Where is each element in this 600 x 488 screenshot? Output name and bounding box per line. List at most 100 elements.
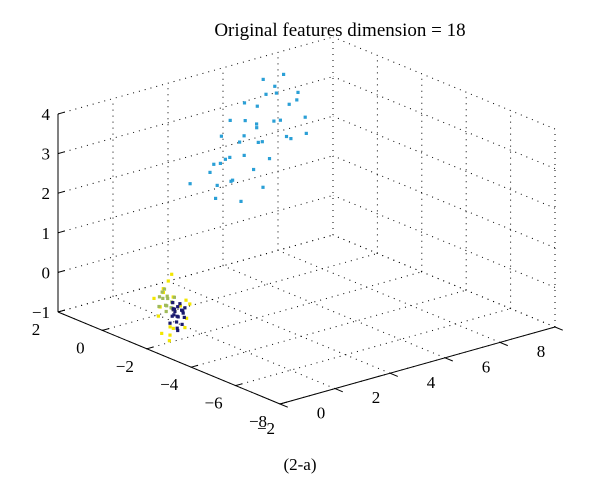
data-point-series-1 <box>284 134 289 139</box>
data-point-series-2 <box>188 302 192 306</box>
x-axis-line <box>279 326 556 405</box>
data-point-series-1 <box>219 134 223 138</box>
data-point-series-4 <box>182 315 186 319</box>
grid-line-floor-y <box>102 252 378 331</box>
x-tick-mark <box>334 388 343 393</box>
grid-line-floor-x <box>167 280 391 374</box>
data-point-series-4 <box>180 322 184 326</box>
data-point-series-3 <box>164 309 168 314</box>
data-point-series-1 <box>238 140 242 144</box>
data-point-series-4 <box>183 306 187 310</box>
data-point-series-1 <box>282 72 286 76</box>
grid-line-floor-x <box>277 249 501 343</box>
data-point-series-1 <box>208 170 212 174</box>
y-tick-label: −2 <box>116 357 134 376</box>
data-point-series-3 <box>172 295 176 299</box>
y-tick-mark <box>102 327 110 331</box>
x-tick-label: 0 <box>317 404 326 423</box>
data-point-series-3 <box>157 304 161 309</box>
data-point-series-2 <box>156 314 160 318</box>
data-point-series-2 <box>171 326 175 330</box>
data-point-series-1 <box>278 118 282 122</box>
grid-line-wall-yz <box>332 155 556 249</box>
tick-labels: −2 0 2 4 6 8 2 0 −2 −4 −6 −8 −1 0 1 2 3 4 <box>32 105 546 438</box>
data-point-series-1 <box>264 92 268 96</box>
z-tick-label: 1 <box>42 224 51 243</box>
grid-line-floor-x <box>222 265 446 359</box>
data-point-series-3 <box>164 303 168 307</box>
data-point-series-2 <box>184 298 188 302</box>
data-point-series-1 <box>272 119 276 123</box>
data-point-series-4 <box>176 315 180 319</box>
data-point-series-2 <box>183 326 187 330</box>
y-tick-mark <box>235 383 243 387</box>
data-point-series-2 <box>178 304 182 308</box>
x-tick-mark <box>499 341 508 347</box>
data-point-series-3 <box>165 294 169 298</box>
data-point-series-1 <box>239 199 243 203</box>
data-point-series-1 <box>261 185 265 189</box>
grid-line-wall-xz <box>57 234 334 313</box>
y-tick-label: −8 <box>249 412 267 431</box>
data-point-series-1 <box>256 140 260 144</box>
data-point-series-1 <box>231 178 235 182</box>
data-point-series-3 <box>160 290 164 294</box>
data-point-series-1 <box>215 183 219 187</box>
data-point-series-4 <box>171 301 175 305</box>
grid-line-floor-y <box>235 308 511 387</box>
grid-layer <box>57 36 556 405</box>
z-tick-mark <box>57 230 66 234</box>
z-tick-label: 0 <box>42 263 51 282</box>
y-tick-label: 0 <box>76 338 85 357</box>
data-point-series-1 <box>255 104 259 108</box>
data-point-series-4 <box>172 313 176 317</box>
data-point-series-1 <box>304 131 308 135</box>
y-tick-mark <box>191 364 199 368</box>
z-tick-label: 2 <box>42 184 51 203</box>
data-point-series-1 <box>242 134 246 138</box>
data-point-series-2 <box>168 333 172 337</box>
grid-line-wall-yz <box>332 234 556 328</box>
data-point-series-1 <box>242 101 247 105</box>
chart-title: Original features dimension = 18 <box>214 20 465 41</box>
data-point-series-1 <box>188 182 192 186</box>
x-tick-label: −2 <box>257 419 275 438</box>
data-point-series-1 <box>214 196 218 200</box>
data-point-series-2 <box>152 296 156 300</box>
data-point-series-1 <box>228 155 232 159</box>
data-point-series-3 <box>157 295 162 299</box>
data-point-series-1 <box>273 84 277 88</box>
y-tick-mark <box>279 401 288 405</box>
data-point-series-1 <box>287 102 291 106</box>
data-point-series-4 <box>175 320 179 324</box>
figure-caption: (2-a) <box>283 455 316 474</box>
z-tick-label: −1 <box>32 303 50 322</box>
data-point-series-1 <box>296 90 300 94</box>
data-point-series-1 <box>242 153 246 157</box>
axis-layer <box>57 111 563 408</box>
grid-line-wall-xz <box>57 155 334 234</box>
y-tick-mark <box>146 346 154 350</box>
data-point-series-1 <box>255 126 259 130</box>
grid-line-floor-y <box>146 271 422 350</box>
x-tick-label: 4 <box>427 373 436 392</box>
data-point-series-2 <box>168 325 172 329</box>
z-tick-mark <box>57 269 66 273</box>
data-point-series-1 <box>252 167 256 172</box>
x-tick-mark <box>554 326 563 331</box>
data-point-series-2 <box>185 316 189 320</box>
data-point-series-1 <box>212 162 216 166</box>
grid-line-floor-y <box>191 289 467 368</box>
data-point-series-4 <box>173 309 177 314</box>
data-point-series-4 <box>175 326 179 330</box>
data-point-series-1 <box>274 91 278 95</box>
grid-line-wall-xz <box>57 115 334 194</box>
data-point-series-1 <box>289 137 293 141</box>
data-point-series-1 <box>243 119 247 123</box>
data-point-series-3 <box>169 306 173 310</box>
data-point-series-4 <box>170 314 174 318</box>
data-point-series-4 <box>180 308 184 312</box>
data-point-series-3 <box>162 287 167 291</box>
z-tick-label: 3 <box>42 145 51 164</box>
